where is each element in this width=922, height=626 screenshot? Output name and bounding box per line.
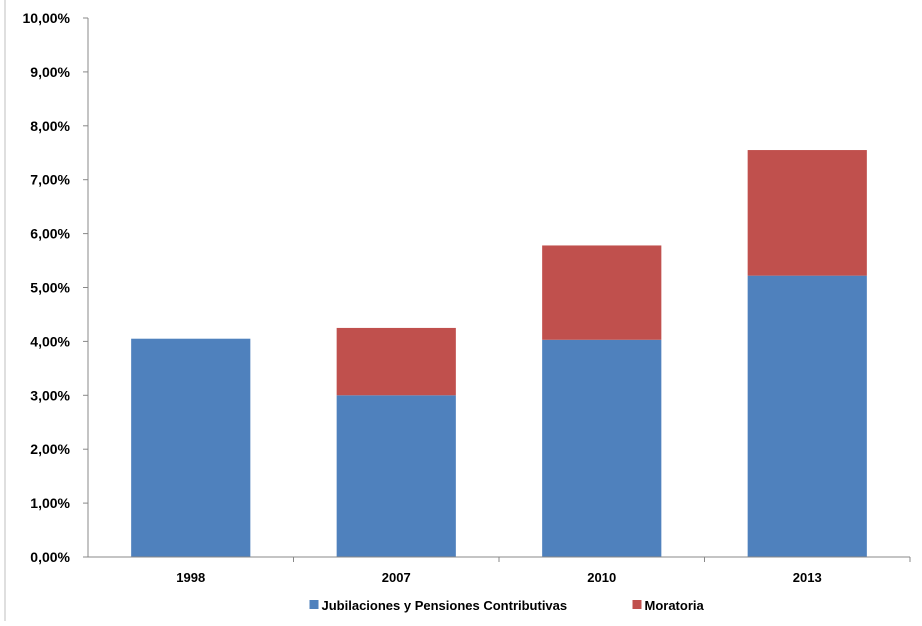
legend-swatch (632, 600, 642, 609)
x-tick-label: 1998 (176, 570, 205, 585)
bar-1998-series-0 (131, 338, 251, 557)
bar-2007-series-0 (336, 395, 456, 557)
y-tick-label: 10,00% (23, 10, 71, 26)
legend-swatch (309, 600, 319, 609)
y-tick-label: 9,00% (30, 64, 70, 80)
x-tick-label: 2007 (382, 570, 411, 585)
y-tick-label: 7,00% (30, 172, 70, 188)
y-tick-label: 4,00% (30, 333, 70, 349)
bar-2013-series-1 (747, 150, 867, 276)
y-tick-label: 8,00% (30, 118, 70, 134)
y-tick-label: 0,00% (30, 549, 70, 565)
x-tick-label: 2013 (793, 570, 822, 585)
y-tick-label: 5,00% (30, 280, 70, 296)
bar-2013-series-0 (747, 275, 867, 557)
legend-label: Moratoria (645, 598, 705, 613)
legend: Jubilaciones y Pensiones Contributivas Mo… (309, 598, 705, 613)
bar-2007-series-1 (336, 327, 456, 396)
bar-2010-series-0 (542, 339, 662, 557)
y-axis: 0,00% 1,00% 2,00% 3,00% 4,00% 5,00% 6,00% 7,00%… (4, 0, 89, 621)
bars (131, 150, 867, 557)
y-tick-label: 2,00% (30, 441, 70, 457)
y-tick-label: 1,00% (30, 495, 70, 511)
y-tick-label: 6,00% (30, 226, 70, 242)
y-tick-label: 3,00% (30, 387, 70, 403)
x-axis: 1998 2007 2010 2013 (88, 556, 911, 585)
bar-2010-series-1 (542, 245, 662, 340)
x-tick-label: 2010 (587, 570, 616, 585)
legend-label: Jubilaciones y Pensiones Contributivas (322, 598, 568, 613)
